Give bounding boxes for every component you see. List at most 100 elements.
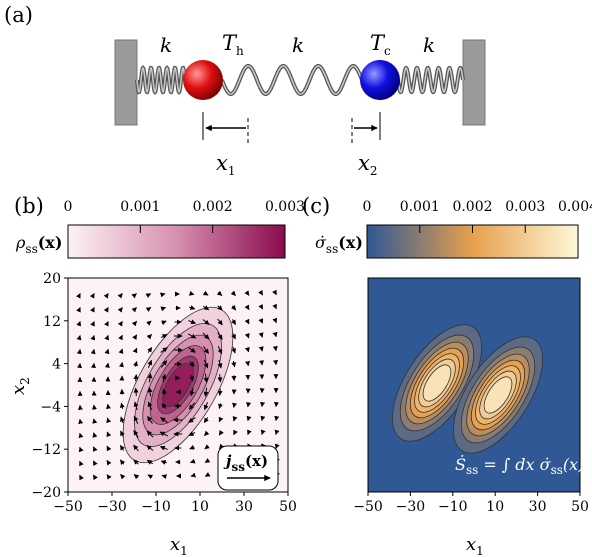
- x-tick-label: 10: [486, 499, 504, 515]
- x-tick-label: 30: [529, 499, 547, 515]
- current-arrow: [217, 374, 223, 383]
- current-arrow: [106, 417, 112, 424]
- current-arrow: [160, 360, 168, 368]
- current-arrow: [120, 473, 126, 480]
- current-arrow: [133, 387, 139, 396]
- current-arrow: [272, 303, 277, 310]
- subscript: 1: [476, 544, 484, 557]
- current-arrow: [232, 415, 238, 422]
- current-arrow: [90, 307, 95, 313]
- current-arrow: [244, 346, 250, 353]
- current-arrow: [92, 474, 98, 481]
- current-arrow: [217, 318, 223, 326]
- current-arrow: [233, 429, 238, 436]
- subscript: 2: [370, 164, 378, 178]
- current-arrow: [189, 361, 195, 367]
- x-tick-label: −50: [53, 499, 83, 515]
- current-arrow: [258, 318, 264, 324]
- current-arrow: [204, 430, 210, 436]
- hot-particle: [183, 60, 223, 100]
- panel-label: (c): [302, 194, 330, 218]
- current-arrow: [146, 334, 152, 340]
- plot-frame: [67, 277, 289, 493]
- x-axis-label: x1: [170, 534, 188, 557]
- current-arrow: [217, 332, 223, 340]
- current-arrow: [160, 334, 168, 339]
- symbol: x: [358, 151, 370, 175]
- current-arrow: [160, 306, 167, 312]
- current-arrow: [217, 305, 223, 311]
- current-arrow: [188, 347, 196, 353]
- argument: (x): [338, 233, 363, 252]
- current-arrow: [230, 305, 237, 311]
- right-wall: [462, 39, 486, 126]
- subscript: ss: [231, 460, 245, 474]
- current-arrow: [106, 474, 112, 480]
- current-arrow: [118, 334, 123, 341]
- argument: (x): [38, 233, 63, 252]
- current-arrow: [147, 401, 153, 411]
- x-tick-label: −30: [97, 499, 127, 515]
- current-arrow: [203, 359, 209, 369]
- current-arrow: [133, 459, 139, 465]
- current-arrow: [216, 290, 223, 296]
- current-arrow: [188, 319, 197, 325]
- x-tick-label: −10: [438, 499, 468, 515]
- current-arrow: [218, 430, 224, 436]
- springs: [135, 64, 465, 96]
- colorbar-tick-label: 0.003: [265, 199, 305, 215]
- current-arrow: [203, 402, 209, 411]
- x-axis-label: x1: [466, 534, 484, 557]
- current-arrow: [218, 443, 225, 450]
- current-arrow: [132, 347, 138, 354]
- symbol: x: [8, 385, 29, 395]
- displacement-label: x2: [358, 151, 377, 178]
- hot-label: Th: [222, 31, 244, 58]
- y-tick-label: 20: [43, 271, 61, 287]
- argument: (x): [245, 452, 268, 470]
- current-arrow: [272, 317, 278, 324]
- current-arrow: [146, 320, 152, 326]
- spring-label: k: [160, 33, 172, 57]
- current-arrow: [258, 304, 264, 310]
- current-arrow: [244, 304, 250, 311]
- current-arrow: [203, 373, 209, 383]
- current-arrow: [159, 445, 168, 451]
- current-arrow: [161, 388, 167, 396]
- current-arrow: [131, 320, 138, 327]
- legend-label: jss(x): [223, 452, 268, 474]
- subscript: c: [384, 44, 391, 58]
- current-arrow: [244, 318, 250, 325]
- colorbar-tick-label: 0.002: [193, 199, 233, 215]
- symbol: j: [223, 452, 232, 470]
- current-arrow: [217, 359, 223, 369]
- y-tick-label: −12: [31, 442, 61, 458]
- current-arrow: [244, 332, 250, 339]
- y-tick-label: 4: [52, 357, 61, 373]
- y-tick-label: −4: [40, 399, 61, 415]
- x-tick-label: 50: [571, 499, 589, 515]
- y-tick-label: −20: [31, 485, 61, 501]
- x-tick-label: −50: [353, 499, 383, 515]
- current-arrow: [202, 290, 209, 296]
- subscript: 2: [18, 377, 32, 385]
- current-arrow: [147, 359, 153, 368]
- current-arrow: [103, 307, 109, 313]
- current-arrow: [217, 345, 223, 355]
- current-arrow: [146, 430, 154, 438]
- current-arrow: [147, 346, 153, 353]
- displacement-label: x1: [216, 151, 235, 178]
- left-wall: [114, 39, 138, 126]
- x-tick-label: 30: [235, 499, 253, 515]
- annotation-subscript: ss: [551, 463, 563, 477]
- panel-label: (a): [4, 3, 33, 27]
- current-arrow: [89, 293, 95, 299]
- current-arrow: [189, 374, 195, 382]
- current-arrow: [118, 348, 124, 355]
- current-arrow: [119, 444, 125, 451]
- current-arrow: [272, 289, 277, 296]
- current-arrow: [131, 293, 137, 299]
- spring-highlight: [397, 67, 464, 93]
- current-arrow: [202, 332, 210, 340]
